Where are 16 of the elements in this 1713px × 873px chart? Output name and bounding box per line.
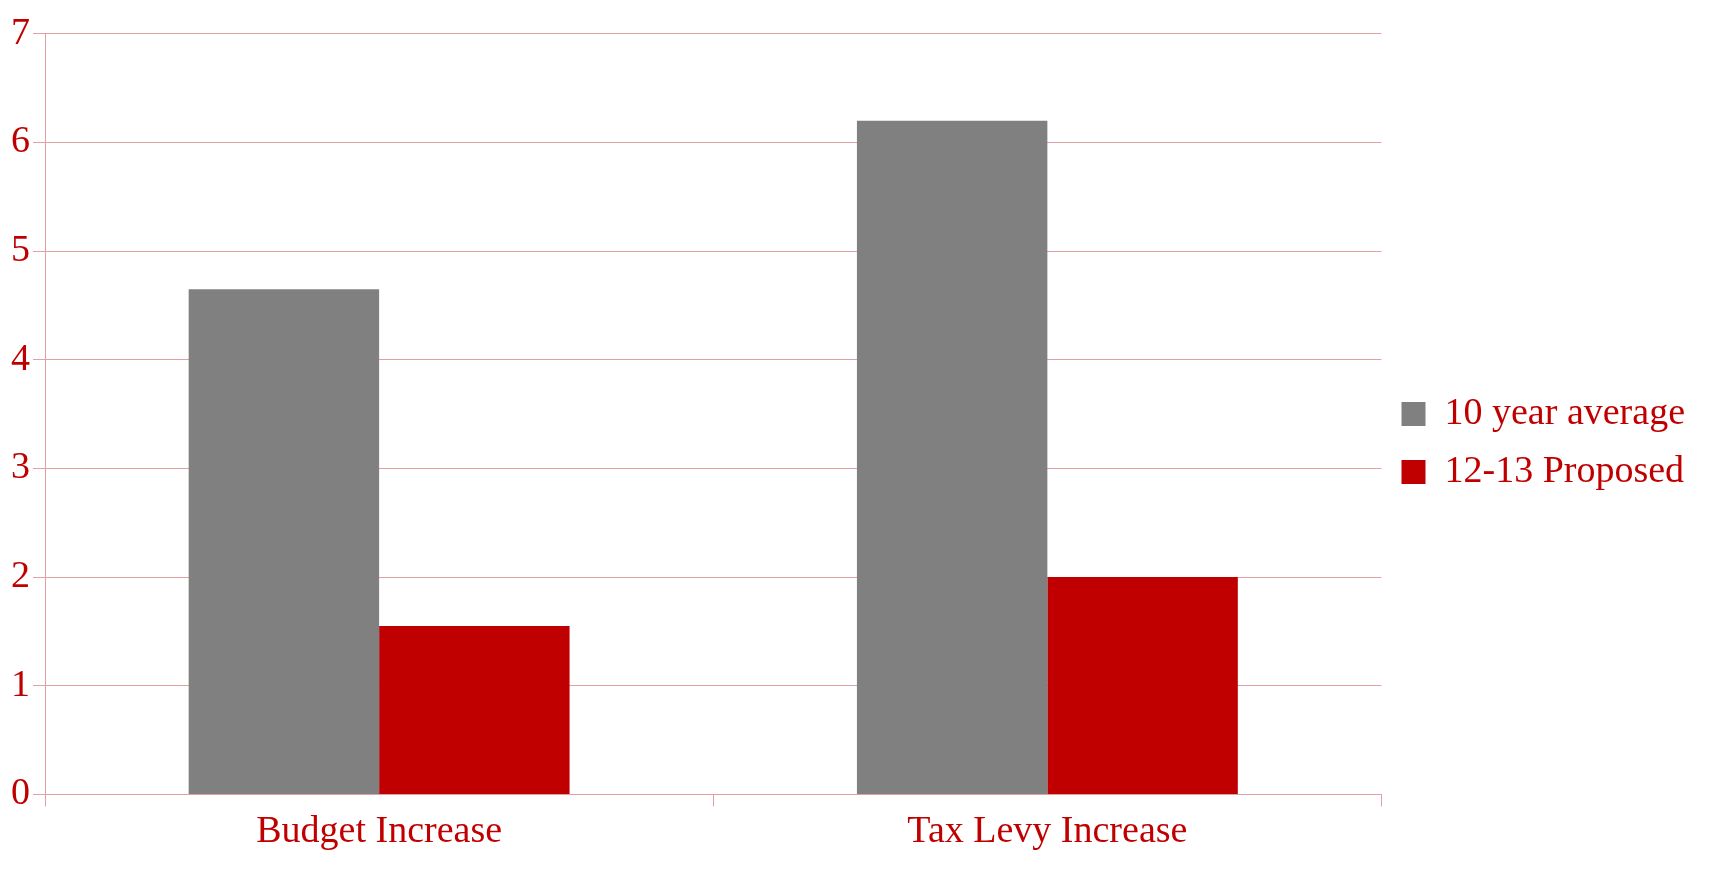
y-tick-label: 5 xyxy=(11,227,30,270)
bar xyxy=(856,120,1048,794)
y-tick-label: 2 xyxy=(11,553,30,596)
y-tick-label: 0 xyxy=(11,770,30,813)
y-tick-label: 1 xyxy=(11,661,30,704)
bar xyxy=(379,625,570,794)
y-tick-label: 6 xyxy=(11,118,30,161)
x-tick-label: Budget Increase xyxy=(256,808,503,851)
y-tick-label: 7 xyxy=(11,9,30,52)
bar xyxy=(1047,577,1238,794)
legend-label: 12-13 Proposed xyxy=(1444,447,1685,490)
y-tick-label: 3 xyxy=(11,444,30,487)
legend-label: 10 year average xyxy=(1444,389,1686,432)
bar xyxy=(188,289,380,794)
x-tick-label: Tax Levy Increase xyxy=(907,808,1188,851)
y-tick-label: 4 xyxy=(11,335,30,378)
